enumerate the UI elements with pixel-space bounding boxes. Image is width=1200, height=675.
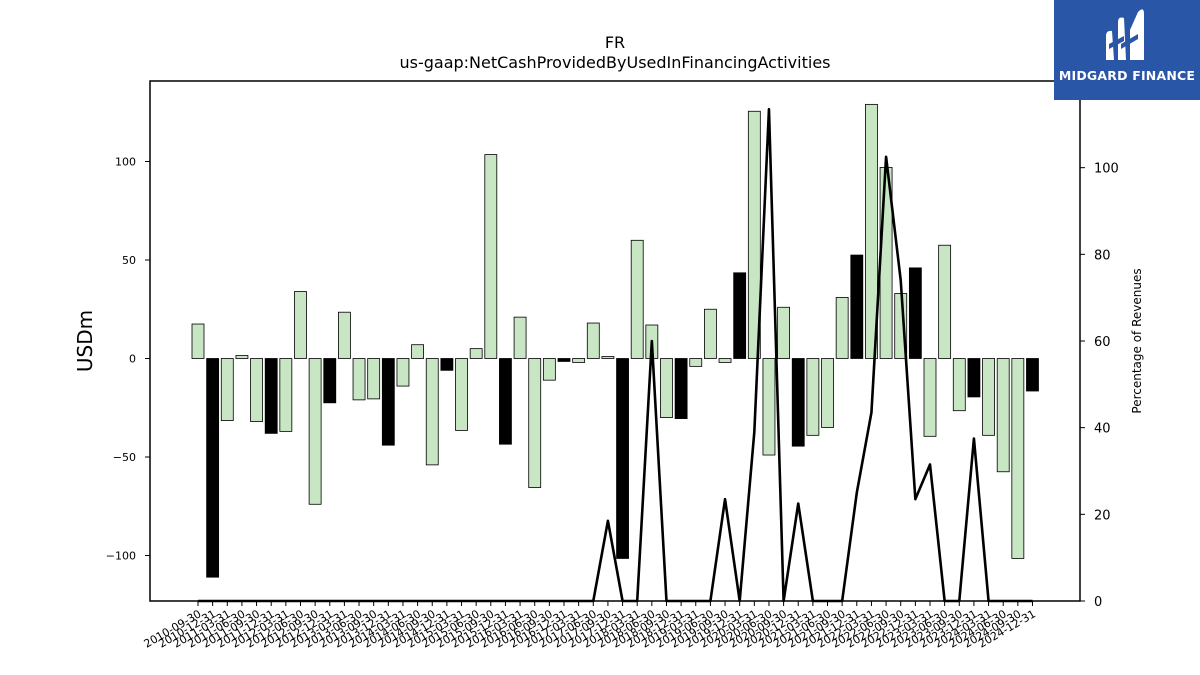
bar-2014-09-30 (425, 358, 439, 466)
bar-2016-03-31 (513, 316, 527, 359)
bar-2016-12-31 (557, 358, 571, 362)
bar-2015-06-30 (469, 348, 483, 359)
bar-2014-03-31 (396, 358, 410, 387)
bar-2020-12-31 (791, 358, 805, 447)
bar-2021-06-30 (821, 358, 834, 428)
bar-2023-03-31 (923, 358, 937, 437)
bar-2021-03-31 (806, 358, 820, 436)
bar-2021-12-31 (850, 254, 864, 359)
brand-mark-icon (1106, 9, 1144, 60)
bar-2014-12-31 (440, 358, 454, 371)
y2-axis-label: Percentage of Revenues (1130, 268, 1144, 413)
bar-2024-06-30 (996, 358, 1010, 473)
right-axis: 020406080100120 (1080, 75, 1119, 610)
y2-tick-label: 80 (1094, 248, 1111, 263)
bar-2021-09-30 (835, 297, 849, 359)
chart-title: FR (605, 33, 625, 52)
bar-2010-12-31 (206, 358, 220, 578)
y-tick-label: 0 (129, 353, 136, 366)
bar-2019-12-31 (733, 272, 747, 359)
bar-2011-03-31 (220, 358, 234, 421)
bar-2023-09-30 (952, 358, 966, 412)
bar-2023-12-31 (967, 358, 981, 398)
bar-2011-09-30 (250, 358, 263, 422)
left-axis: −100 −50 0 50 100 (106, 156, 150, 563)
bar-2018-12-31 (674, 358, 688, 419)
bar-2013-09-30 (367, 358, 381, 400)
bar-2011-06-30 (235, 355, 249, 359)
bar-2022-12-31 (908, 267, 922, 359)
bar-2019-09-30 (718, 358, 732, 363)
bar-2012-03-31 (279, 358, 293, 432)
bar-2016-09-30 (542, 358, 556, 381)
bar-2017-03-31 (572, 358, 586, 363)
y2-tick-label: 0 (1094, 595, 1102, 610)
y2-tick-label: 100 (1094, 162, 1119, 177)
bar-2018-03-31 (630, 239, 644, 359)
y-tick-label: −100 (106, 550, 136, 563)
bar-2012-06-30 (294, 291, 307, 359)
bar-2020-09-30 (777, 306, 790, 359)
line-layer (198, 107, 1033, 603)
y-tick-label: −50 (113, 451, 136, 464)
bar-2018-09-30 (660, 358, 673, 418)
bar-2011-12-31 (264, 358, 278, 434)
bar-2017-12-31 (616, 358, 629, 559)
y2-tick-label: 60 (1094, 335, 1111, 350)
bar-2015-09-30 (484, 154, 498, 359)
bar-2024-03-31 (982, 358, 995, 436)
x-axis: 2010-09-302010-12-312011-03-312011-06-30… (142, 601, 1038, 651)
y-tick-label: 50 (122, 254, 136, 267)
brand-logo: MIDGARD FINANCE (1054, 0, 1200, 100)
bar-2013-06-30 (352, 358, 366, 401)
bar-2024-09-30 (1011, 358, 1025, 559)
bar-2013-12-31 (381, 358, 395, 446)
y2-tick-label: 40 (1094, 422, 1111, 437)
bar-2012-09-30 (308, 358, 322, 505)
bar-2023-06-30 (938, 244, 952, 359)
bar-2017-09-30 (601, 356, 615, 359)
bar-2015-03-31 (455, 358, 468, 431)
bar-2017-06-30 (586, 322, 600, 359)
bar-2020-06-30 (762, 358, 776, 456)
bar-2019-03-31 (689, 358, 703, 367)
y-tick-label: 100 (115, 156, 136, 169)
bar-2014-06-30 (411, 344, 425, 359)
bar-2022-03-31 (865, 103, 878, 359)
revenue-percentage-line (198, 107, 1033, 603)
bar-2016-06-30 (528, 358, 542, 488)
bar-2013-03-31 (337, 311, 351, 359)
y2-tick-label: 20 (1094, 508, 1111, 523)
bar-2012-12-31 (323, 358, 337, 404)
bar-group (191, 103, 1039, 578)
bar-2024-12-31 (1026, 358, 1039, 392)
bar-2015-12-31 (499, 358, 512, 445)
bar-2019-06-30 (704, 308, 717, 359)
bar-2010-09-30 (191, 323, 205, 359)
chart-subtitle: us-gaap:NetCashProvidedByUsedInFinancing… (399, 53, 830, 72)
y-axis-label: USDm (73, 310, 97, 372)
bar-2020-03-31 (747, 110, 761, 359)
brand-name: MIDGARD FINANCE (1058, 68, 1196, 83)
